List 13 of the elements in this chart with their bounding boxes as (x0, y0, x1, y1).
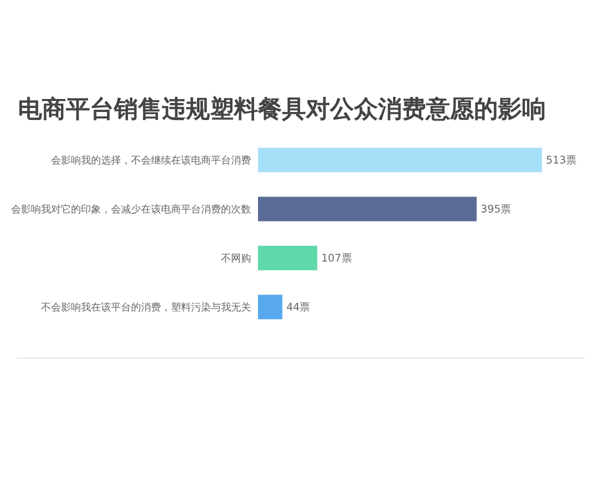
bar (258, 246, 318, 270)
y-tick-label: 会影响我的选择，不会继续在该电商平台消费 (51, 154, 251, 166)
data-label: 513票 (546, 154, 578, 167)
chart-title: 电商平台销售违规塑料餐具对公众消费意愿的影响 (18, 95, 546, 123)
y-tick-label: 不会影响我在该平台的消费，塑料污染与我无关 (41, 302, 251, 314)
bar (258, 294, 282, 320)
y-tick-label: 会影响我对它的印象，会减少在该电商平台消费的次数 (11, 204, 251, 216)
bar (258, 196, 477, 222)
bar (258, 148, 542, 172)
data-label: 395票 (480, 204, 512, 216)
y-tick-label: 不网购 (221, 254, 251, 264)
data-label: 107票 (321, 252, 352, 265)
data-label: 44票 (286, 302, 311, 314)
